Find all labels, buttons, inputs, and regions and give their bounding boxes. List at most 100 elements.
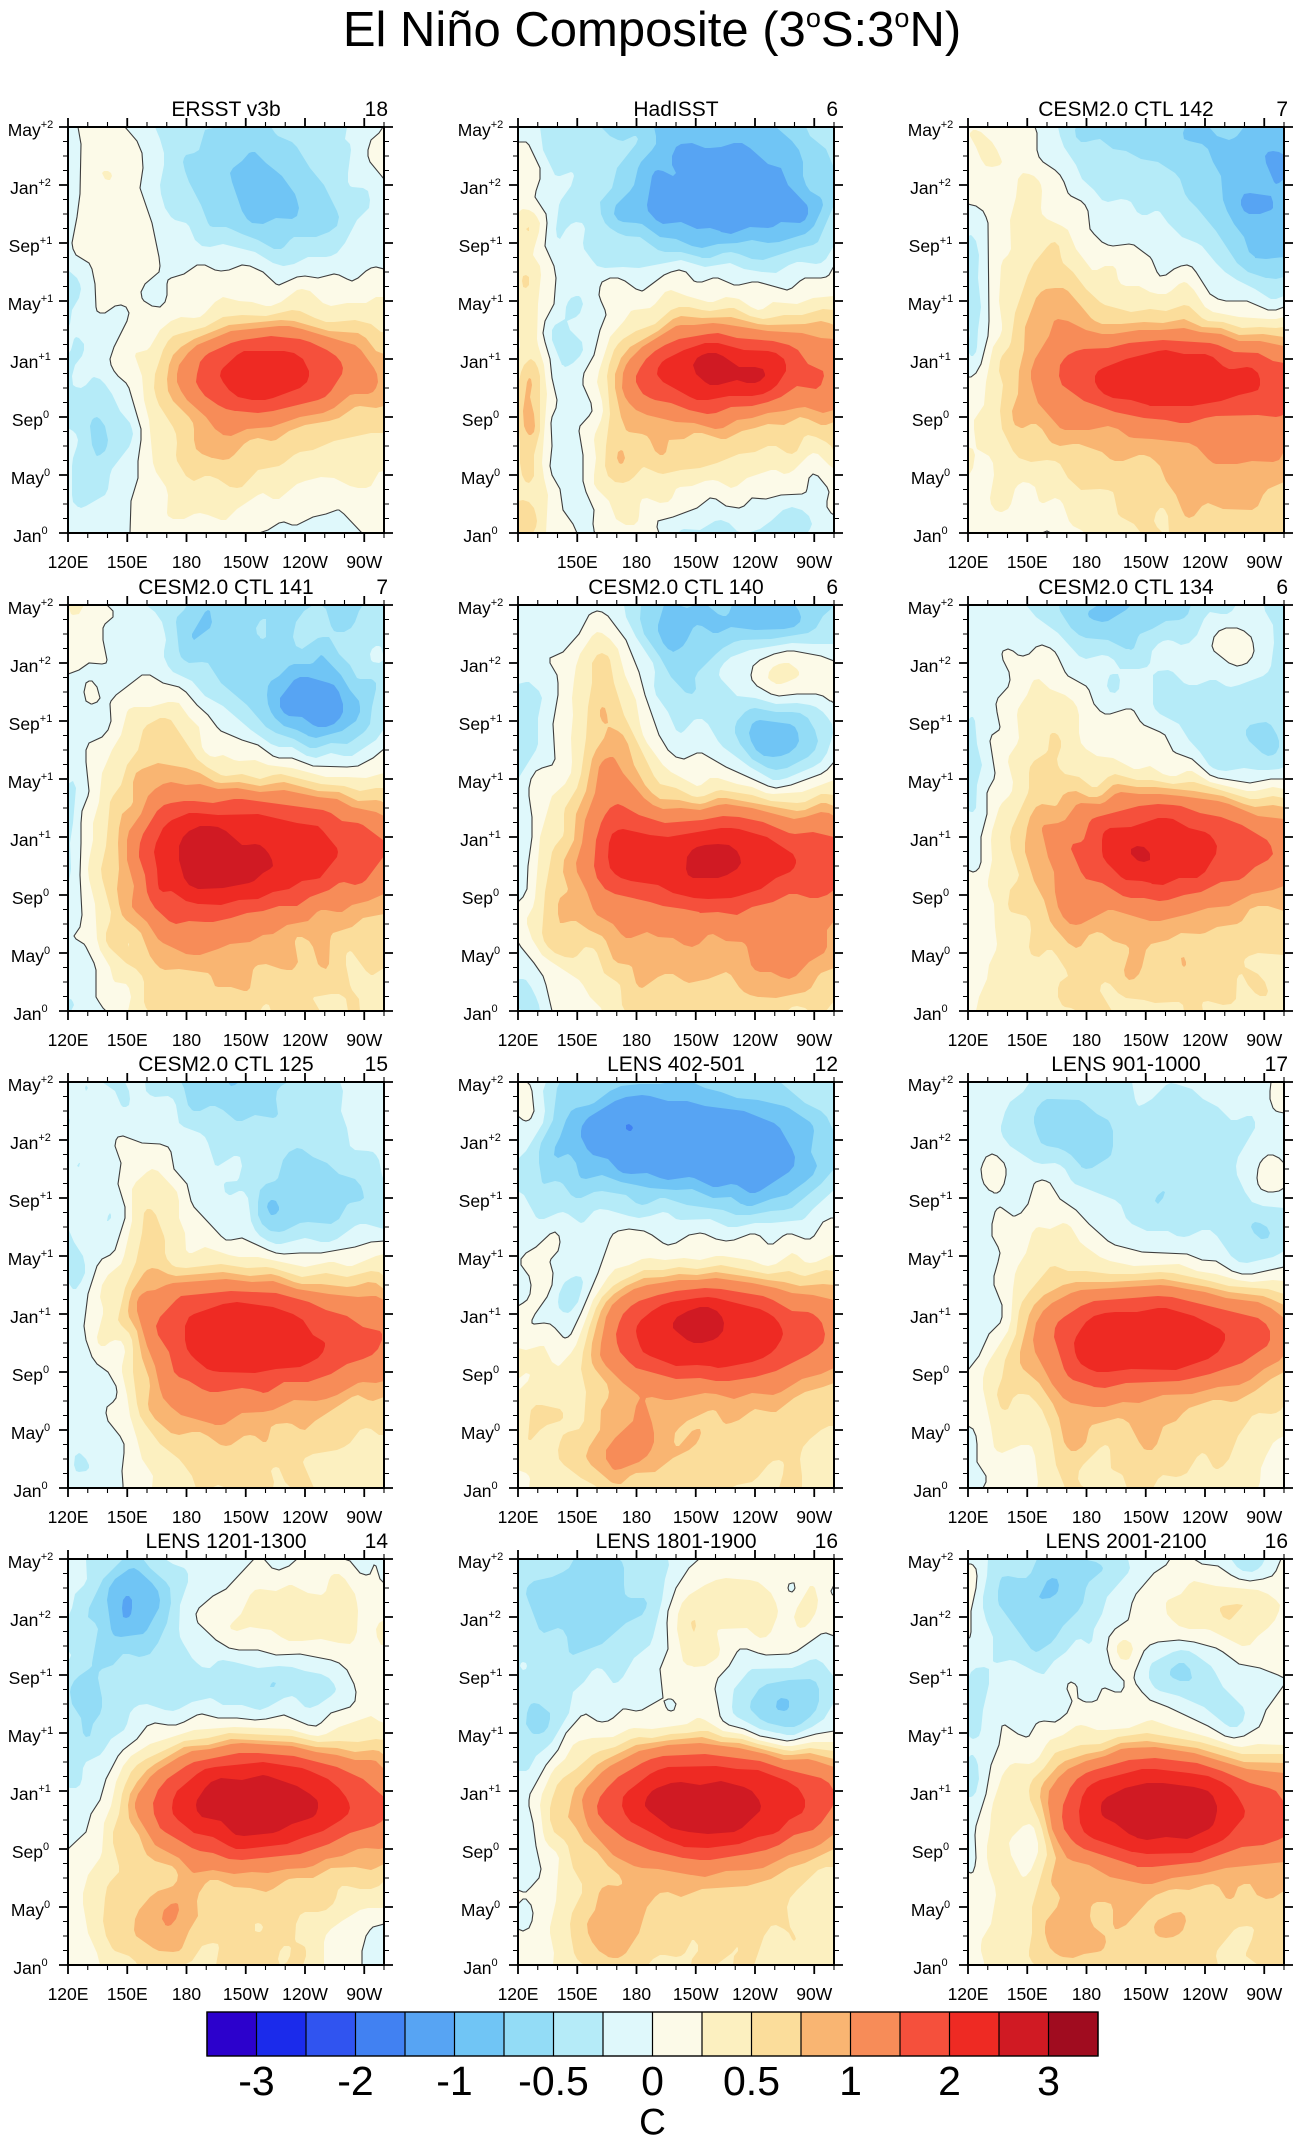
- svg-text:90W: 90W: [1246, 552, 1282, 572]
- svg-text:6: 6: [826, 576, 838, 599]
- svg-text:150E: 150E: [107, 1984, 148, 2004]
- svg-text:Jan0: Jan0: [463, 1480, 497, 1501]
- svg-text:Sep0: Sep0: [462, 1364, 499, 1385]
- svg-text:150W: 150W: [673, 1507, 719, 1527]
- svg-text:16: 16: [815, 1530, 838, 1553]
- svg-text:ERSST v3b: ERSST v3b: [171, 98, 280, 121]
- svg-text:150E: 150E: [557, 1507, 598, 1527]
- svg-text:120W: 120W: [282, 1030, 328, 1050]
- svg-text:Sep0: Sep0: [462, 887, 499, 908]
- svg-text:May0: May0: [11, 467, 50, 488]
- svg-text:150W: 150W: [1123, 1984, 1169, 2004]
- svg-text:150W: 150W: [673, 1030, 719, 1050]
- svg-text:120W: 120W: [282, 1507, 328, 1527]
- svg-text:6: 6: [1276, 576, 1288, 599]
- svg-text:LENS 1201-1300: LENS 1201-1300: [145, 1530, 306, 1553]
- svg-text:-0.5: -0.5: [518, 2058, 589, 2104]
- svg-text:May0: May0: [461, 467, 500, 488]
- svg-text:Sep0: Sep0: [12, 409, 49, 430]
- svg-text:120W: 120W: [1182, 1030, 1228, 1050]
- svg-text:90W: 90W: [346, 552, 382, 572]
- svg-text:1: 1: [839, 2058, 862, 2104]
- svg-text:CESM2.0 CTL 140: CESM2.0 CTL 140: [588, 576, 763, 599]
- svg-text:90W: 90W: [1246, 1507, 1282, 1527]
- svg-text:120W: 120W: [282, 552, 328, 572]
- svg-text:180: 180: [1072, 1984, 1101, 2004]
- svg-text:Sep0: Sep0: [912, 1364, 949, 1385]
- svg-text:150E: 150E: [1007, 1507, 1048, 1527]
- svg-text:CESM2.0 CTL 141: CESM2.0 CTL 141: [138, 576, 313, 599]
- svg-text:May0: May0: [11, 945, 50, 966]
- svg-text:90W: 90W: [796, 1507, 832, 1527]
- svg-text:May0: May0: [461, 945, 500, 966]
- svg-text:90W: 90W: [796, 1984, 832, 2004]
- svg-text:May0: May0: [911, 945, 950, 966]
- svg-text:Jan0: Jan0: [463, 1957, 497, 1978]
- svg-text:-2: -2: [337, 2058, 373, 2104]
- svg-text:May0: May0: [911, 1422, 950, 1443]
- svg-text:18: 18: [365, 98, 388, 121]
- svg-text:150E: 150E: [107, 1030, 148, 1050]
- svg-text:180: 180: [172, 1030, 201, 1050]
- svg-text:Sep0: Sep0: [12, 887, 49, 908]
- svg-text:Sep0: Sep0: [462, 409, 499, 430]
- svg-text:120E: 120E: [48, 1030, 89, 1050]
- svg-text:120E: 120E: [948, 1030, 989, 1050]
- svg-text:3: 3: [1037, 2058, 1060, 2104]
- svg-text:2: 2: [938, 2058, 961, 2104]
- svg-text:120W: 120W: [1182, 1984, 1228, 2004]
- svg-text:180: 180: [622, 1507, 651, 1527]
- svg-text:150W: 150W: [223, 1030, 269, 1050]
- svg-text:180: 180: [172, 1507, 201, 1527]
- svg-text:90W: 90W: [796, 1030, 832, 1050]
- svg-text:120E: 120E: [48, 552, 89, 572]
- svg-text:150E: 150E: [107, 1507, 148, 1527]
- svg-text:LENS 2001-2100: LENS 2001-2100: [1045, 1530, 1206, 1553]
- svg-text:180: 180: [622, 552, 651, 572]
- svg-text:90W: 90W: [796, 552, 832, 572]
- svg-text:May0: May0: [911, 467, 950, 488]
- svg-text:-3: -3: [238, 2058, 274, 2104]
- svg-text:Jan0: Jan0: [13, 1480, 47, 1501]
- svg-text:150E: 150E: [557, 1984, 598, 2004]
- svg-text:90W: 90W: [346, 1507, 382, 1527]
- svg-text:6: 6: [826, 98, 838, 121]
- svg-text:HadISST: HadISST: [633, 98, 718, 121]
- svg-text:14: 14: [365, 1530, 389, 1553]
- svg-text:17: 17: [1265, 1053, 1288, 1076]
- svg-text:120E: 120E: [498, 1030, 539, 1050]
- svg-text:180: 180: [172, 1984, 201, 2004]
- svg-text:120W: 120W: [732, 1507, 778, 1527]
- svg-text:120E: 120E: [498, 1984, 539, 2004]
- svg-text:150W: 150W: [223, 1507, 269, 1527]
- svg-text:LENS 402-501: LENS 402-501: [607, 1053, 745, 1076]
- svg-text:16: 16: [1265, 1530, 1288, 1553]
- svg-text:120W: 120W: [282, 1984, 328, 2004]
- svg-text:150E: 150E: [1007, 552, 1048, 572]
- svg-text:120E: 120E: [498, 1507, 539, 1527]
- svg-text:120W: 120W: [732, 1984, 778, 2004]
- svg-text:Sep0: Sep0: [912, 409, 949, 430]
- svg-text:150W: 150W: [1123, 1030, 1169, 1050]
- svg-text:120W: 120W: [1182, 1507, 1228, 1527]
- svg-text:90W: 90W: [346, 1984, 382, 2004]
- svg-text:7: 7: [1276, 98, 1288, 121]
- svg-text:Jan0: Jan0: [463, 525, 497, 546]
- svg-text:150W: 150W: [223, 552, 269, 572]
- svg-text:90W: 90W: [1246, 1984, 1282, 2004]
- svg-text:May0: May0: [11, 1899, 50, 1920]
- svg-text:May0: May0: [11, 1422, 50, 1443]
- svg-text:Jan0: Jan0: [13, 525, 47, 546]
- svg-text:15: 15: [365, 1053, 388, 1076]
- svg-text:150W: 150W: [673, 1984, 719, 2004]
- svg-text:CESM2.0 CTL 125: CESM2.0 CTL 125: [138, 1053, 313, 1076]
- svg-text:0.5: 0.5: [723, 2058, 780, 2104]
- svg-text:May0: May0: [911, 1899, 950, 1920]
- svg-text:120W: 120W: [1182, 552, 1228, 572]
- svg-text:May0: May0: [461, 1422, 500, 1443]
- svg-text:CESM2.0 CTL 134: CESM2.0 CTL 134: [1038, 576, 1214, 599]
- svg-text:180: 180: [622, 1984, 651, 2004]
- svg-text:Jan0: Jan0: [913, 525, 947, 546]
- svg-text:150E: 150E: [1007, 1984, 1048, 2004]
- svg-text:Jan0: Jan0: [463, 1003, 497, 1024]
